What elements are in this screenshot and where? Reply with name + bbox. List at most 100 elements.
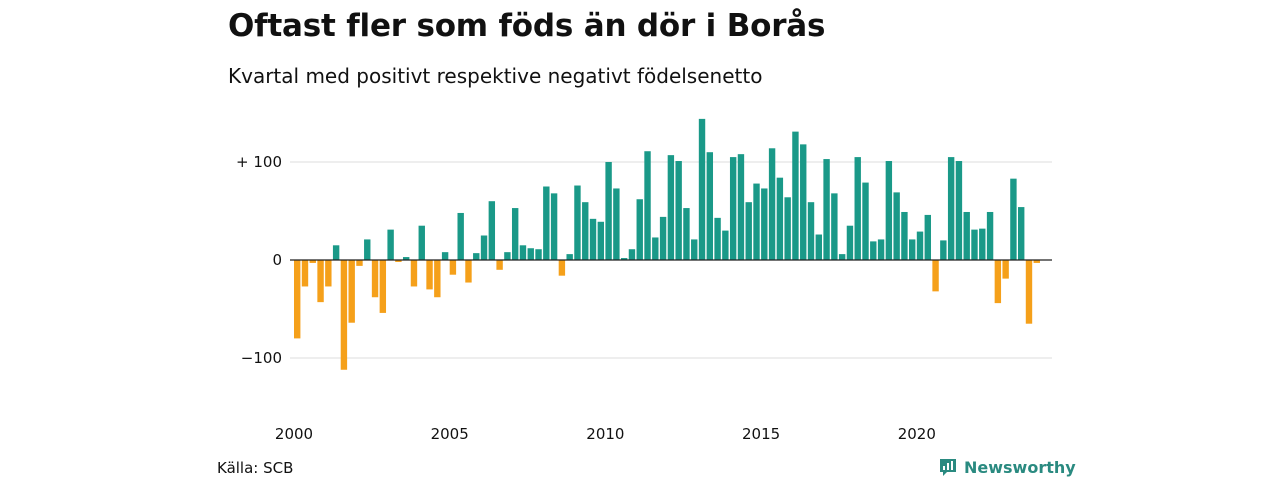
bar [971, 229, 978, 260]
bar [356, 260, 363, 266]
bar [1018, 207, 1025, 260]
bar [745, 202, 752, 260]
bar [800, 144, 807, 260]
bars [294, 118, 1040, 370]
bar [527, 248, 534, 260]
y-axis-ticks: + 100 0 −100 [236, 153, 282, 367]
bar [691, 239, 698, 260]
bar [870, 241, 877, 260]
bar [659, 216, 667, 260]
bar [309, 260, 316, 263]
bar [940, 240, 947, 260]
bar [706, 152, 714, 260]
chart-title: Oftast fler som föds än dör i Borås [228, 8, 826, 44]
y-tick-label: −100 [241, 349, 282, 367]
bar [550, 193, 558, 260]
bar [488, 201, 496, 260]
bar [426, 260, 433, 290]
bar [504, 252, 511, 260]
bar [574, 185, 581, 260]
bar [862, 182, 869, 260]
bar [628, 249, 636, 260]
bar [410, 260, 418, 287]
bar [511, 208, 519, 260]
x-tick-label: 2010 [586, 425, 624, 443]
bar [317, 260, 324, 303]
bar [597, 221, 605, 260]
bar [473, 253, 480, 260]
bar [854, 157, 861, 260]
bar [543, 186, 550, 260]
bar [441, 252, 449, 260]
bar [1033, 260, 1040, 263]
bar [885, 161, 893, 260]
x-tick-label: 2015 [742, 425, 780, 443]
brand-logo: Newsworthy [938, 456, 1076, 478]
bar [340, 260, 348, 370]
bar [916, 231, 924, 260]
bar [667, 155, 675, 260]
bar [675, 161, 682, 260]
bar [652, 237, 659, 260]
bar [457, 212, 464, 260]
bar [815, 234, 822, 260]
bar [901, 211, 908, 260]
bar [395, 260, 402, 262]
bar [784, 197, 791, 260]
x-tick-label: 2005 [431, 425, 469, 443]
brand-name: Newsworthy [964, 457, 1076, 477]
bar [753, 183, 760, 260]
bar [846, 225, 854, 260]
bar [776, 177, 784, 260]
bar [831, 193, 838, 260]
bar [301, 260, 309, 287]
bar [714, 217, 721, 260]
bar [698, 118, 706, 260]
bar [434, 260, 441, 298]
bar [1010, 178, 1017, 260]
bar [955, 161, 963, 260]
x-axis-ticks: 2000 2005 2010 2015 2020 [275, 425, 936, 443]
bar [1002, 260, 1009, 279]
y-tick-label: + 100 [236, 153, 282, 171]
bar [924, 214, 931, 260]
bar [761, 188, 768, 260]
y-tick-label: 0 [272, 251, 282, 269]
bar [379, 260, 387, 313]
bar [605, 162, 612, 260]
bar [947, 157, 955, 260]
bar [893, 192, 900, 260]
bar [387, 229, 394, 260]
bar [496, 260, 503, 270]
bar [348, 260, 355, 323]
bar [729, 157, 737, 260]
bar [582, 202, 589, 260]
bar [838, 254, 846, 260]
bar [480, 235, 488, 260]
bar [722, 230, 729, 260]
bar [807, 202, 815, 260]
bar [589, 218, 597, 260]
bar [994, 260, 1002, 304]
x-tick-label: 2020 [898, 425, 936, 443]
bar [465, 260, 472, 283]
source-note: Källa: SCB [217, 459, 294, 477]
bar [620, 258, 628, 260]
bar [519, 245, 527, 260]
bar [683, 208, 690, 260]
bar [644, 151, 651, 260]
bar [364, 239, 371, 260]
bar [418, 225, 425, 260]
bar [909, 239, 916, 260]
chart-subtitle: Kvartal med positivt respektive negativt… [228, 64, 763, 88]
bar [979, 228, 986, 260]
bar [449, 260, 457, 275]
bar [371, 260, 379, 298]
bar [294, 260, 301, 339]
bar [566, 254, 573, 260]
bar [986, 211, 994, 260]
bar [823, 159, 830, 260]
bar [737, 154, 745, 260]
bar [963, 211, 970, 260]
